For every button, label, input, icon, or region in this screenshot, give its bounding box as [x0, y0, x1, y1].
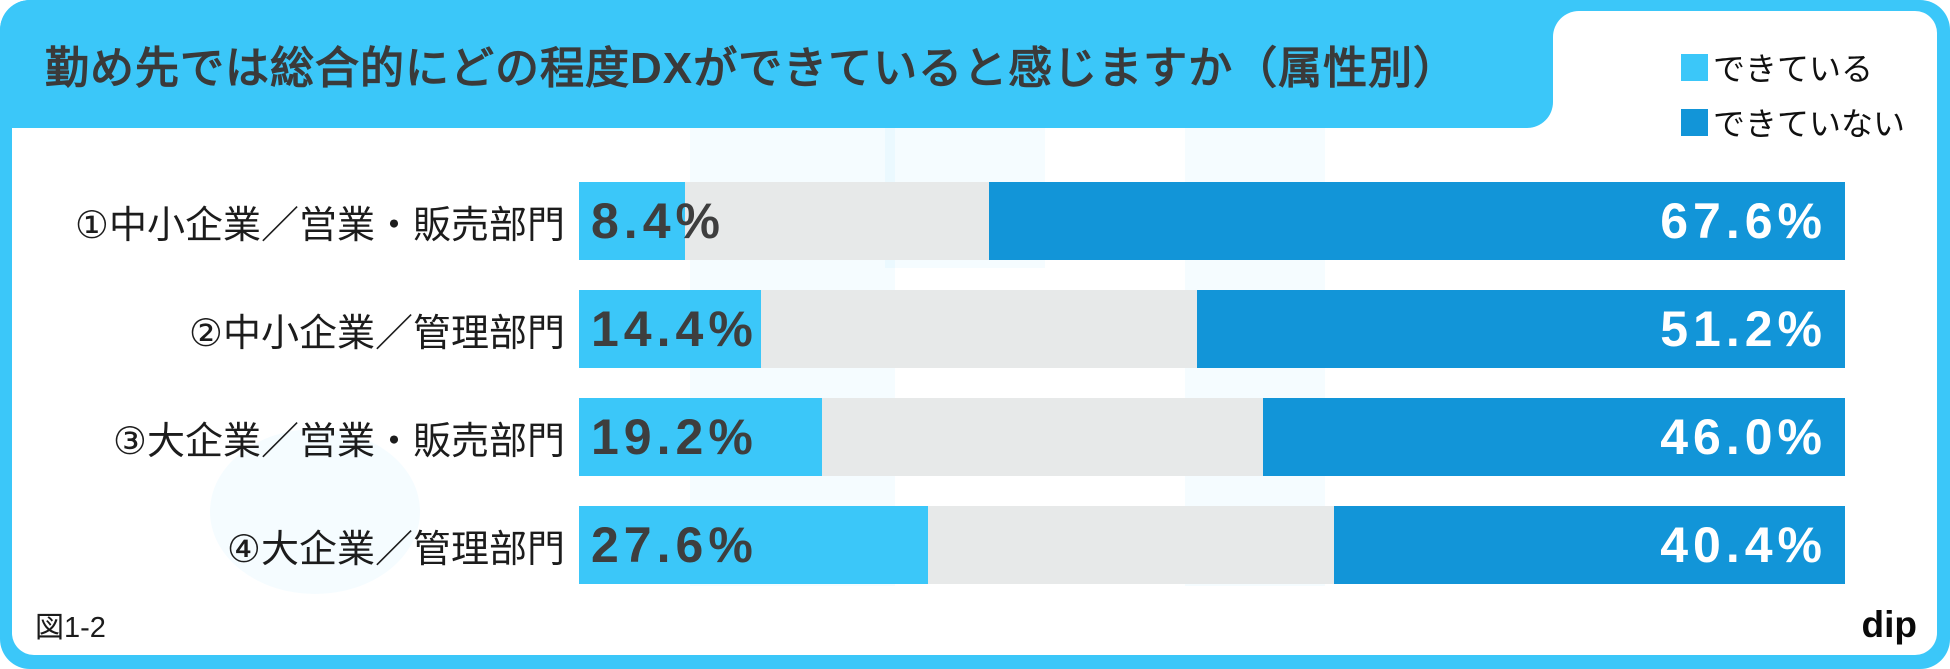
legend-swatch-dark-icon	[1680, 108, 1708, 136]
value-label-dekiteinai: 40.4%	[1660, 517, 1827, 573]
value-label-dekiteiru: 8.4%	[591, 193, 725, 249]
legend-item-dekiteinai: できていない	[1680, 99, 1905, 145]
chart-title: 勤め先では総合的にどの程度DXができていると感じますか（属性別）	[45, 44, 1459, 93]
bar-segment-dekiteiru	[579, 506, 929, 584]
watermark-shape	[210, 429, 420, 594]
bar-row: ②中小企業／管理部門 14.4% 51.2%	[0, 290, 1950, 368]
value-label-dekiteinai: 46.0%	[1660, 409, 1827, 465]
legend-item-dekiteiru: できている	[1680, 44, 1905, 90]
category-label: ③大企業／営業・販売部門	[112, 420, 565, 463]
bar-row: ③大企業／営業・販売部門 19.2% 46.0%	[0, 398, 1950, 476]
value-label-dekiteinai: 67.6%	[1660, 193, 1827, 249]
banner-corner-notch	[1553, 11, 1579, 37]
bar-track	[579, 398, 1845, 476]
figure-number: 図1-2	[35, 612, 106, 644]
value-label-dekiteiru: 14.4%	[591, 301, 758, 357]
bar-track	[579, 290, 1845, 368]
title-banner	[0, 0, 1553, 128]
value-label-dekiteinai: 51.2%	[1660, 301, 1827, 357]
bar-row: ④大企業／管理部門 27.6% 40.4%	[0, 506, 1950, 584]
legend-swatch-light-icon	[1680, 53, 1708, 81]
bar-segment-dekiteinai	[1196, 290, 1845, 368]
value-label-dekiteiru: 19.2%	[591, 409, 758, 465]
bar-segment-dekiteinai	[1262, 398, 1845, 476]
bar-segment-dekiteinai	[1333, 506, 1845, 584]
bar-segment-dekiteinai	[989, 182, 1845, 260]
dip-logo: dip	[1861, 604, 1917, 645]
bar-segment-dekiteiru	[579, 398, 823, 476]
legend: できている できていない	[1680, 44, 1905, 145]
bar-row: ①中小企業／営業・販売部門 8.4% 67.6%	[0, 182, 1950, 260]
bar-segment-dekiteiru	[579, 290, 762, 368]
category-label: ②中小企業／管理部門	[188, 312, 565, 355]
category-label: ④大企業／管理部門	[226, 528, 565, 571]
bar-track	[579, 506, 1845, 584]
bar-segment-dekiteiru	[579, 182, 686, 260]
legend-label: できていない	[1712, 106, 1905, 142]
bar-track	[579, 182, 1845, 260]
category-label: ①中小企業／営業・販売部門	[74, 204, 565, 247]
value-label-dekiteiru: 27.6%	[591, 517, 758, 573]
legend-label: できている	[1712, 51, 1873, 87]
bar-chart: ①中小企業／営業・販売部門 8.4% 67.6% ②中小企業／管理部門 14.4…	[0, 182, 1950, 614]
